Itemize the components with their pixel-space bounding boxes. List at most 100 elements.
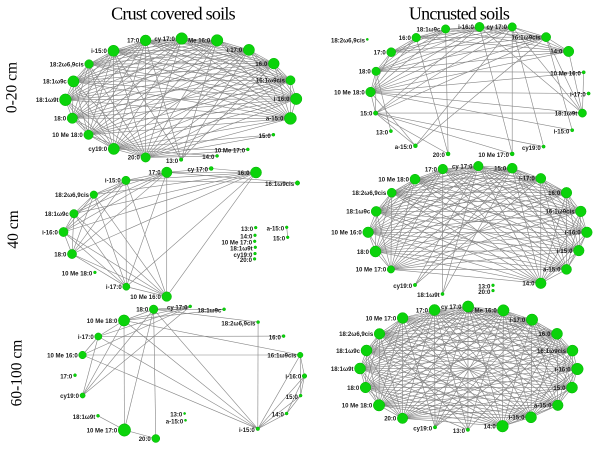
svg-text:a-15:0: a-15:0	[534, 404, 552, 410]
svg-text:10 Me 17:0: 10 Me 17:0	[356, 268, 387, 274]
svg-text:14:0: 14:0	[202, 155, 215, 161]
svg-text:16:0: 16:0	[269, 335, 282, 341]
svg-text:10 Me 18:0: 10 Me 18:0	[334, 90, 365, 96]
svg-text:14:0: 14:0	[550, 50, 563, 56]
svg-text:60-100 cm: 60-100 cm	[9, 340, 26, 407]
svg-text:18:1ω9c: 18:1ω9c	[45, 212, 70, 218]
svg-text:18:1ω9t: 18:1ω9t	[73, 415, 96, 421]
svg-text:cy 17:0: cy 17:0	[167, 306, 188, 312]
svg-text:18:1ω9t: 18:1ω9t	[417, 293, 440, 299]
svg-text:i-15:0: i-15:0	[554, 129, 570, 135]
svg-text:14:0: 14:0	[272, 413, 285, 419]
svg-text:i-15:0: i-15:0	[239, 428, 255, 434]
svg-text:13:0: 13:0	[170, 413, 183, 419]
svg-text:15:0: 15:0	[360, 111, 373, 117]
svg-text:i-17:0: i-17:0	[519, 177, 535, 183]
svg-text:i-15:0: i-15:0	[91, 49, 107, 55]
svg-text:18:2ω6,9cis: 18:2ω6,9cis	[339, 332, 374, 338]
svg-text:cy19:0: cy19:0	[393, 284, 412, 290]
svg-text:i-16:0: i-16:0	[555, 367, 571, 373]
svg-text:13:0: 13:0	[376, 130, 389, 136]
svg-text:i-16:0: i-16:0	[42, 230, 58, 236]
svg-text:cy19:0: cy19:0	[60, 394, 79, 400]
svg-text:i-15:0: i-15:0	[105, 179, 121, 185]
svg-text:10 Me 17:0: 10 Me 17:0	[366, 316, 397, 322]
svg-text:40 cm: 40 cm	[5, 210, 22, 248]
svg-text:10 Me 16:0: 10 Me 16:0	[331, 231, 362, 237]
svg-text:Uncrusted soils: Uncrusted soils	[409, 4, 510, 24]
svg-text:i-16:0: i-16:0	[565, 231, 581, 237]
svg-text:cy 17:0: cy 17:0	[486, 25, 507, 31]
svg-text:10 Me 18:0: 10 Me 18:0	[378, 178, 409, 184]
svg-text:15:0: 15:0	[259, 134, 272, 140]
svg-text:10 Me 18:0: 10 Me 18:0	[52, 133, 83, 139]
svg-text:17:0: 17:0	[148, 171, 161, 177]
svg-text:cy 17:0: cy 17:0	[154, 37, 175, 43]
svg-text:cy19:0: cy19:0	[88, 147, 107, 153]
svg-text:10 Me 18:0: 10 Me 18:0	[87, 319, 118, 325]
svg-text:16:0: 16:0	[538, 332, 551, 338]
svg-text:i-15:0: i-15:0	[557, 249, 573, 255]
svg-text:Crust covered soils: Crust covered soils	[111, 4, 235, 24]
svg-text:20:0: 20:0	[139, 437, 152, 443]
svg-text:i-17:0: i-17:0	[78, 335, 94, 341]
svg-text:17:0: 17:0	[416, 308, 429, 314]
svg-text:18:1ω9c: 18:1ω9c	[43, 80, 68, 86]
svg-text:18:2ω6,9cis: 18:2ω6,9cis	[50, 62, 85, 68]
svg-text:cy 17:0: cy 17:0	[441, 305, 462, 311]
svg-text:16:0: 16:0	[399, 36, 412, 42]
svg-text:cy19:0: cy19:0	[522, 146, 541, 152]
svg-text:18:0: 18:0	[54, 252, 67, 258]
svg-text:16:0: 16:0	[237, 171, 250, 177]
svg-text:16:1ω9cis: 16:1ω9cis	[512, 35, 542, 41]
svg-text:13:0: 13:0	[241, 227, 254, 233]
svg-text:18:0: 18:0	[359, 70, 372, 76]
svg-text:10 Me 17:0: 10 Me 17:0	[87, 428, 118, 434]
svg-text:18:2ω6,9cis: 18:2ω6,9cis	[331, 39, 366, 45]
svg-text:18:1ω9t: 18:1ω9t	[555, 111, 578, 117]
svg-text:a-15:0: a-15:0	[267, 227, 285, 233]
svg-text:18:2ω6,9cis: 18:2ω6,9cis	[221, 321, 256, 327]
svg-text:18:2ω6,9cis: 18:2ω6,9cis	[55, 193, 90, 199]
svg-text:20:0: 20:0	[478, 290, 491, 296]
svg-text:16:1ω9cis: 16:1ω9cis	[256, 79, 286, 85]
svg-text:15:0: 15:0	[553, 386, 566, 392]
svg-text:i-17:0: i-17:0	[227, 48, 243, 54]
svg-text:a-15:0: a-15:0	[166, 420, 184, 426]
svg-text:10 Me 17:0: 10 Me 17:0	[478, 153, 509, 159]
svg-text:10 Me 17:0: 10 Me 17:0	[215, 149, 246, 155]
svg-text:16:1ω9cis: 16:1ω9cis	[267, 353, 297, 359]
svg-text:i-17:0: i-17:0	[510, 318, 526, 324]
svg-text:20:0: 20:0	[128, 156, 141, 162]
svg-text:18:0: 18:0	[357, 250, 370, 256]
svg-text:18:1ω9t: 18:1ω9t	[331, 367, 354, 373]
svg-text:20:0: 20:0	[240, 258, 253, 264]
svg-text:18:1ω9c: 18:1ω9c	[346, 210, 371, 216]
svg-text:cy19:0: cy19:0	[413, 427, 432, 433]
svg-text:20:0: 20:0	[384, 417, 397, 423]
svg-text:18:0: 18:0	[54, 117, 67, 123]
svg-text:10 Me 18:0: 10 Me 18:0	[62, 272, 93, 278]
svg-text:13:0: 13:0	[453, 429, 466, 435]
svg-text:10 Me 16:0: 10 Me 16:0	[550, 72, 581, 78]
svg-text:14:0: 14:0	[484, 425, 497, 431]
svg-text:18:0: 18:0	[136, 308, 149, 314]
svg-text:10 Me 18:0: 10 Me 18:0	[342, 404, 373, 410]
svg-text:15:0: 15:0	[286, 395, 299, 401]
svg-text:18:1ω9c: 18:1ω9c	[336, 349, 361, 355]
svg-text:18:2ω6,9cis: 18:2ω6,9cis	[352, 191, 387, 197]
svg-text:i-15:0: i-15:0	[509, 416, 525, 422]
svg-text:i-16:0: i-16:0	[274, 97, 290, 103]
svg-text:14:0: 14:0	[522, 282, 535, 288]
svg-text:18:1ω9t: 18:1ω9t	[230, 247, 253, 253]
svg-text:18:1ω9t: 18:1ω9t	[36, 98, 59, 104]
svg-text:15:0: 15:0	[494, 167, 507, 173]
svg-text:16:1ω9cis: 16:1ω9cis	[537, 349, 567, 355]
svg-text:17:0: 17:0	[425, 167, 438, 173]
svg-text:10 Me 16:0: 10 Me 16:0	[47, 353, 78, 359]
svg-text:16:1ω9cis: 16:1ω9cis	[546, 210, 576, 216]
svg-text:18:1ω9c: 18:1ω9c	[197, 309, 222, 315]
svg-text:20:0: 20:0	[433, 153, 446, 159]
svg-text:cy 17:0: cy 17:0	[187, 168, 208, 174]
svg-text:i-17:0: i-17:0	[106, 285, 122, 291]
